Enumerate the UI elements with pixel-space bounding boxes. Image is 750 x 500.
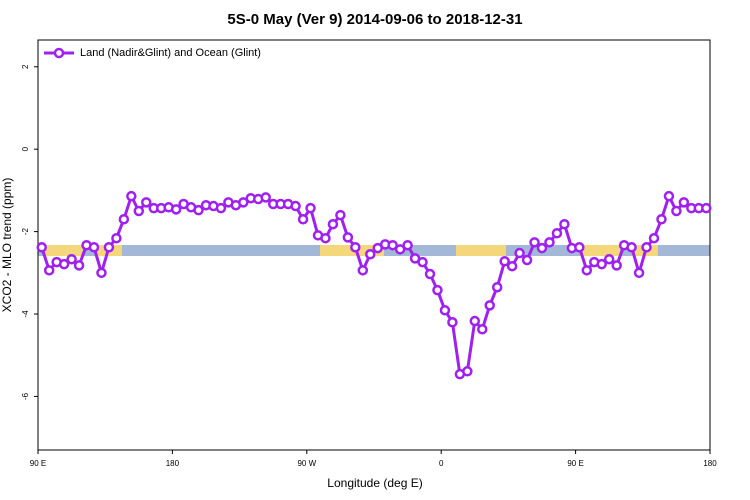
data-point	[529, 237, 540, 248]
data-point	[506, 260, 518, 272]
data-point	[439, 305, 451, 316]
data-point	[477, 324, 488, 335]
data-point	[424, 268, 436, 280]
data-point	[402, 239, 413, 251]
y-tick-label: 0	[21, 146, 30, 151]
data-point	[126, 190, 137, 202]
data-point	[484, 300, 495, 311]
data-point	[447, 317, 458, 328]
data-point	[96, 267, 107, 279]
data-point	[58, 258, 70, 270]
data-point	[141, 197, 152, 208]
data-point	[320, 232, 331, 244]
data-point	[357, 265, 369, 276]
data-point	[633, 267, 645, 279]
x-tick-label: 90 W	[297, 459, 316, 468]
x-tick-label: 180	[166, 459, 180, 468]
x-tick-label: 180	[703, 459, 717, 468]
data-point	[656, 213, 667, 225]
data-point	[678, 197, 690, 208]
data-point	[305, 202, 316, 214]
data-point	[469, 315, 481, 327]
data-point	[432, 284, 443, 296]
data-point	[701, 202, 712, 214]
data-point	[118, 213, 130, 225]
series-line	[40, 192, 707, 377]
y-axis-label: XCO2 - MLO trend (ppm)	[0, 178, 14, 313]
data-point	[260, 192, 271, 203]
data-point	[596, 258, 607, 270]
data-point	[133, 205, 145, 217]
data-point	[641, 242, 652, 253]
data-point	[215, 202, 227, 214]
data-point	[611, 260, 622, 271]
chart-title: 5S-0 May (Ver 9) 2014-09-06 to 2018-12-3…	[227, 11, 522, 28]
data-point	[536, 242, 548, 254]
data-point	[88, 242, 100, 253]
data-point	[544, 237, 555, 248]
data-point	[327, 218, 339, 230]
data-point	[238, 197, 249, 208]
data-point	[290, 200, 301, 212]
data-point	[111, 232, 122, 244]
data-point	[671, 205, 682, 217]
data-point	[43, 265, 55, 276]
data-point	[387, 239, 398, 251]
data-point	[521, 254, 533, 266]
data-point	[342, 232, 354, 243]
legend-marker	[53, 47, 65, 59]
data-point	[574, 242, 585, 253]
land-strip	[456, 245, 506, 256]
data-point	[36, 242, 47, 253]
x-axis-label: Longitude (deg E)	[327, 476, 422, 490]
y-tick-label: -4	[21, 310, 30, 318]
data-point	[73, 260, 85, 271]
data-point	[648, 232, 660, 244]
data-point	[581, 265, 593, 276]
land-strip	[44, 245, 84, 256]
data-point	[551, 228, 563, 239]
data-point	[462, 366, 473, 377]
data-point	[193, 204, 204, 216]
data-point	[365, 249, 376, 260]
data-point	[663, 190, 675, 202]
y-tick-label: -6	[21, 392, 30, 400]
x-tick-label: 90 E	[30, 459, 46, 468]
data-point	[297, 213, 309, 225]
data-point	[170, 204, 182, 215]
data-point	[335, 209, 346, 221]
data-point	[394, 244, 406, 255]
legend-label: Land (Nadir&Glint) and Ocean (Glint)	[80, 47, 261, 59]
data-point	[603, 253, 615, 265]
data-point	[559, 218, 570, 230]
land-strip	[580, 245, 620, 256]
data-point	[514, 247, 525, 259]
y-tick-label: -2	[21, 228, 30, 236]
data-point	[491, 281, 503, 293]
y-tick-label: 2	[21, 64, 30, 69]
data-point	[626, 242, 637, 253]
x-tick-label: 0	[439, 459, 444, 468]
data-point	[499, 256, 510, 267]
data-point	[103, 242, 115, 253]
data-point	[417, 256, 428, 268]
data-point	[350, 242, 361, 253]
x-tick-label: 90 E	[567, 459, 583, 468]
data-point	[66, 253, 77, 265]
